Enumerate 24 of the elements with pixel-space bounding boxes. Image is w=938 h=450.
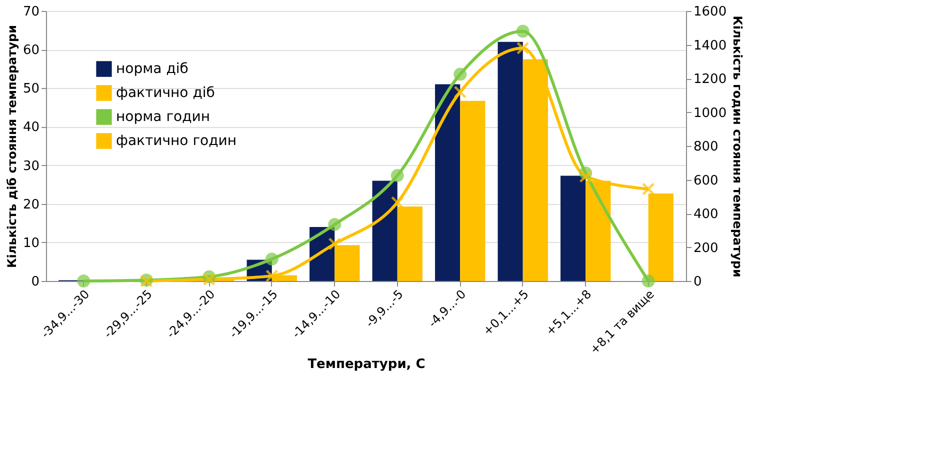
y2-tick-label: 1600 xyxy=(694,4,727,20)
y2-tick-label: 1000 xyxy=(694,106,727,121)
y2-tick-label: 400 xyxy=(694,207,718,222)
y-tick-label: 60 xyxy=(22,43,40,58)
y-axis-title: Кількість діб стояння температури xyxy=(4,24,19,268)
legend-label: фактично діб xyxy=(116,85,215,101)
y-tick-label: 50 xyxy=(22,82,40,97)
y2-tick-label: 600 xyxy=(694,173,718,188)
y-tick-label: 0 xyxy=(31,274,40,290)
y-tick-label: 30 xyxy=(22,158,40,174)
y2-tick-label: 200 xyxy=(694,240,718,256)
y2-tick-label: 1200 xyxy=(694,72,727,87)
y-tick-label: 20 xyxy=(22,197,40,212)
y-tick-label: 70 xyxy=(22,4,40,20)
y-tick-label: 40 xyxy=(22,120,40,136)
y-tick-label: 10 xyxy=(22,236,40,251)
y2-axis-title: Кількість годин стояння температури xyxy=(730,16,745,278)
legend-label: норма діб xyxy=(116,61,188,77)
legend-label: норма годин xyxy=(116,109,210,125)
y2-tick-label: 800 xyxy=(694,140,718,154)
y2-tick-label: 0 xyxy=(694,274,702,290)
y2-tick-label: 1400 xyxy=(694,38,727,54)
legend-label: фактично годин xyxy=(116,133,237,149)
x-axis-title: Температури, С xyxy=(308,357,426,372)
